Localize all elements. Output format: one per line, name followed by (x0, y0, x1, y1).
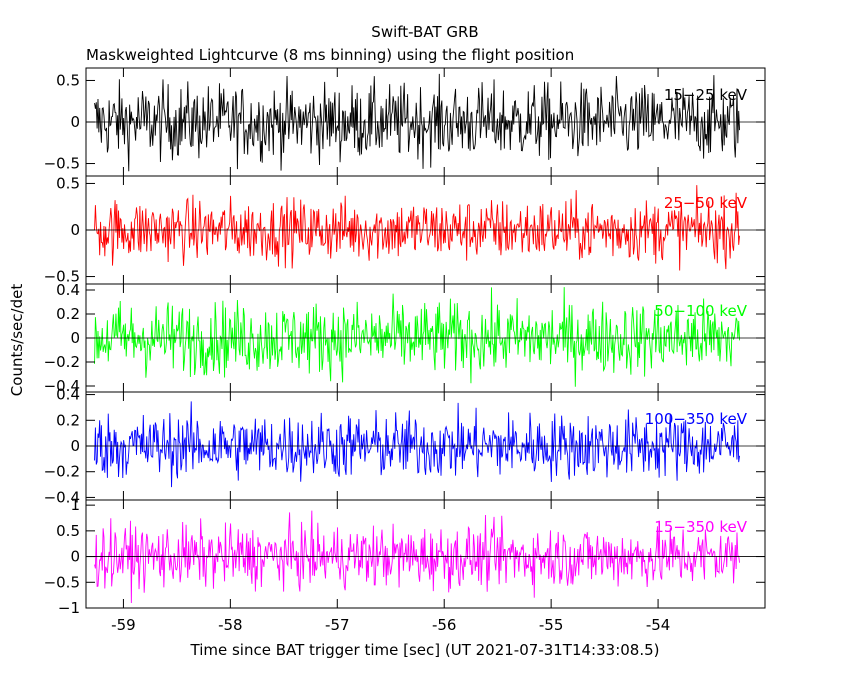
y-tick-label-2-3: −0.2 (44, 353, 80, 371)
y-tick-label-0-0: 0.5 (56, 71, 80, 89)
y-tick-label-2-4: −0.4 (44, 377, 80, 395)
y-tick-label-4-1: 0.5 (56, 522, 80, 540)
y-tick-label-3-3: −0.2 (44, 463, 80, 481)
y-tick-label-4-0: 1 (70, 496, 80, 514)
figure-title: Swift-BAT GRB (371, 23, 478, 41)
panels-group: 0.5 0 −0.5 15−25 keV 0.5 0 −0.5 25−50 keV 0.4 0.2… (44, 67, 766, 634)
y-tick-label-0-2: −0.5 (44, 155, 80, 173)
x-tick-label-2: -57 (325, 616, 350, 634)
x-tick-label-3: -56 (432, 616, 457, 634)
series-line-4 (94, 510, 740, 604)
band-label-4: 15−350 keV (654, 518, 747, 536)
y-tick-label-4-2: 0 (70, 548, 80, 566)
y-tick-label-2-1: 0.2 (56, 305, 80, 323)
y-tick-label-0-1: 0 (70, 113, 80, 131)
x-axis-label: Time since BAT trigger time [sec] (UT 20… (190, 641, 660, 659)
y-tick-label-4-4: −1 (58, 599, 80, 617)
series-line-0 (94, 73, 740, 172)
y-tick-label-2-0: 0.4 (56, 281, 80, 299)
y-tick-label-3-2: 0 (70, 437, 80, 455)
x-tick-label-4: -55 (539, 616, 564, 634)
y-tick-label-3-1: 0.2 (56, 411, 80, 429)
series-line-1 (94, 185, 740, 271)
x-tick-label-5: -54 (646, 616, 671, 634)
x-tick-label-0: -59 (111, 616, 136, 634)
band-label-0: 15−25 keV (664, 86, 748, 104)
y-tick-label-3-4: −0.4 (44, 488, 80, 506)
y-tick-label-3-0: 0.4 (56, 386, 80, 404)
x-tick-label-1: -58 (218, 616, 243, 634)
y-tick-label-4-3: −0.5 (44, 573, 80, 591)
y-tick-label-1-2: −0.5 (44, 268, 80, 286)
band-label-2: 50−100 keV (654, 302, 747, 320)
y-tick-label-2-2: 0 (70, 329, 80, 347)
panel-frame-4 (85, 499, 766, 609)
series-line-2 (94, 287, 740, 387)
y-tick-label-1-1: 0 (70, 221, 80, 239)
y-tick-label-1-0: 0.5 (56, 174, 80, 192)
band-label-3: 100−350 keV (645, 410, 748, 428)
y-axis-label: Counts/sec/det (8, 284, 26, 397)
band-label-1: 25−50 keV (664, 194, 748, 212)
figure-subtitle: Maskweighted Lightcurve (8 ms binning) u… (86, 46, 574, 64)
series-line-3 (94, 401, 740, 488)
